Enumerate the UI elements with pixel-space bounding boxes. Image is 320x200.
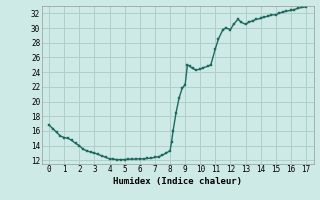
X-axis label: Humidex (Indice chaleur): Humidex (Indice chaleur) [113, 177, 242, 186]
